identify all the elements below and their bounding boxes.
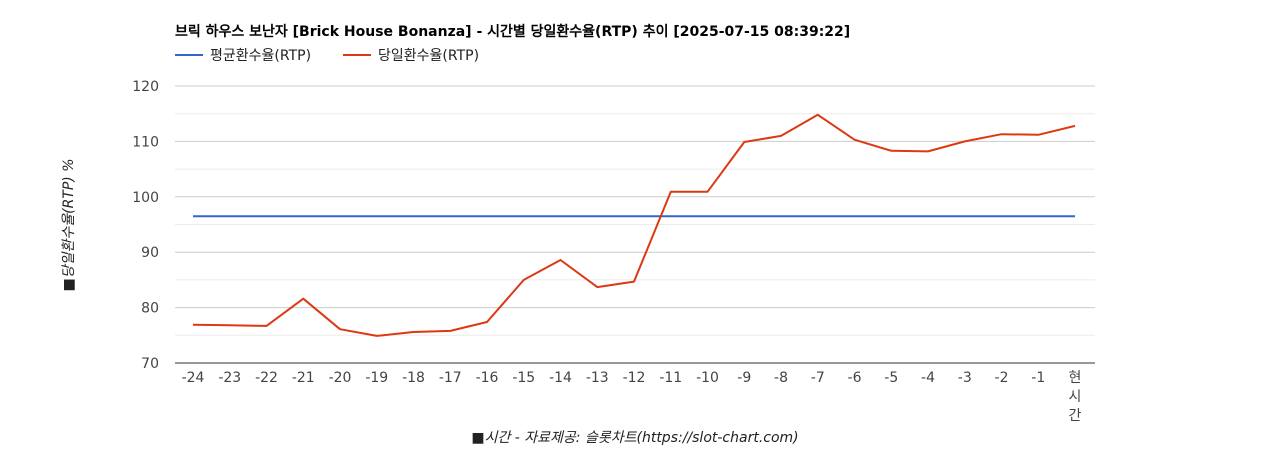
x-axis-label: ■시간 - 자료제공: 슬롯차트(https://slot-chart.com) [471, 430, 798, 446]
y-tick-label: 110 [132, 134, 159, 150]
x-tick-label: -11 [659, 370, 682, 386]
x-tick-label: -5 [884, 370, 898, 386]
x-tick-label: -18 [402, 370, 425, 386]
legend-label-daily: 당일환수율(RTP) [378, 48, 479, 64]
x-tick-label: -13 [586, 370, 609, 386]
x-tick-label: -24 [182, 370, 205, 386]
legend-label-average: 평균환수율(RTP) [210, 48, 311, 64]
x-tick-label: -1 [1031, 370, 1045, 386]
x-tick-label: -7 [811, 370, 825, 386]
legend: 평균환수율(RTP) 당일환수율(RTP) [175, 48, 479, 64]
y-axis-label: ■당일환수율(RTP) % [61, 158, 77, 291]
x-tick-label: -20 [329, 370, 352, 386]
series-line-daily [192, 113, 1076, 337]
y-axis-ticks: 70 80 90 100 110 120 [132, 79, 159, 372]
x-tick-label: -4 [921, 370, 935, 386]
x-tick-label: -6 [848, 370, 862, 386]
x-tick-label: -12 [623, 370, 646, 386]
x-tick-label: -19 [365, 370, 388, 386]
x-tick-label: -17 [439, 370, 462, 386]
x-tick-label: -10 [696, 370, 719, 386]
y-tick-label: 80 [141, 301, 159, 317]
chart-title: 브릭 하우스 보난자 [Brick House Bonanza] - 시간별 당… [175, 23, 850, 40]
x-tick-label: -23 [218, 370, 241, 386]
y-tick-label: 120 [132, 79, 159, 95]
x-tick-label: -14 [549, 370, 572, 386]
x-tick-label: -8 [774, 370, 788, 386]
series-lines [192, 113, 1076, 337]
x-tick-label: -3 [958, 370, 972, 386]
gridlines [175, 85, 1095, 364]
y-tick-label: 90 [141, 245, 159, 261]
x-tick-label: -16 [476, 370, 499, 386]
y-tick-label: 100 [132, 190, 159, 206]
x-tick-label: -22 [255, 370, 278, 386]
x-tick-label: -9 [737, 370, 751, 386]
x-tick-label: -21 [292, 370, 315, 386]
y-tick-label: 70 [141, 356, 159, 372]
x-tick-label: -15 [512, 370, 535, 386]
x-axis-ticks: -24 -23 -22 -21 -20 -19 -18 -17 -16 -15 -14 -13 -12-… [182, 370, 1082, 424]
x-tick-label: -2 [995, 370, 1009, 386]
